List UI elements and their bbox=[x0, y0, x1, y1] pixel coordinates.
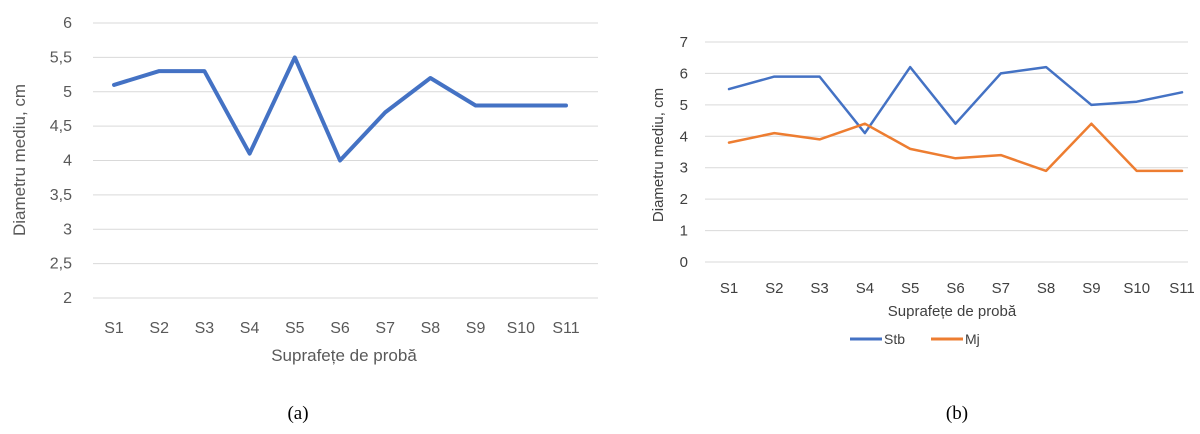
x-tick-label: S3 bbox=[810, 280, 828, 297]
x-tick-label: S7 bbox=[375, 320, 395, 337]
y-tick-label: 5 bbox=[63, 84, 72, 101]
chart-a: Diametru mediu, cm Suprafețe de probă (a… bbox=[10, 15, 598, 424]
x-tick-label: S2 bbox=[149, 320, 169, 337]
y-tick-label: 4 bbox=[63, 153, 72, 170]
x-tick-label: S6 bbox=[946, 280, 964, 297]
y-tick-label: 3 bbox=[63, 221, 72, 238]
chart-a-y-axis-title: Diametru mediu, cm bbox=[10, 84, 29, 236]
series-points bbox=[728, 123, 1183, 171]
x-tick-label: S8 bbox=[421, 320, 441, 337]
y-tick-labels: 2 2,5 3 3,5 4 4,5 5 5,5 6 bbox=[50, 15, 72, 307]
x-tick-label: S4 bbox=[856, 280, 874, 297]
y-tick-label: 7 bbox=[680, 34, 688, 51]
x-tick-label: S8 bbox=[1037, 280, 1055, 297]
series-line-stb bbox=[727, 65, 1184, 135]
y-tick-label: 0 bbox=[680, 254, 688, 271]
chart-gridlines bbox=[705, 41, 1188, 263]
x-tick-label: S3 bbox=[195, 320, 215, 337]
x-tick-label: S11 bbox=[1169, 280, 1195, 297]
x-tick-label: S1 bbox=[104, 320, 124, 337]
x-tick-label: S5 bbox=[901, 280, 919, 297]
series-line-mj bbox=[727, 122, 1184, 173]
chart-a-x-axis-title: Suprafețe de probă bbox=[271, 346, 417, 365]
chart-a-caption: (a) bbox=[287, 403, 308, 424]
y-tick-label: 3,5 bbox=[50, 187, 72, 204]
x-tick-label: S4 bbox=[240, 320, 260, 337]
chart-b: Diametru mediu, cm Suprafețe de probă St… bbox=[650, 34, 1195, 424]
y-tick-label: 2 bbox=[680, 191, 688, 208]
y-tick-label: 1 bbox=[680, 223, 688, 240]
chart-b-caption: (b) bbox=[946, 403, 968, 424]
y-tick-label: 5 bbox=[680, 97, 688, 114]
chart-b-y-axis-title: Diametru mediu, cm bbox=[650, 88, 667, 222]
y-tick-label: 6 bbox=[63, 15, 72, 32]
chart-b-legend: Stb Mj bbox=[850, 331, 980, 347]
x-tick-label: S6 bbox=[330, 320, 350, 337]
y-tick-label: 4,5 bbox=[50, 118, 72, 135]
series-line-main bbox=[112, 55, 568, 163]
y-tick-label: 6 bbox=[680, 65, 688, 82]
chart-gridlines bbox=[93, 22, 598, 299]
y-tick-label: 5,5 bbox=[50, 49, 72, 66]
x-tick-label: S9 bbox=[1082, 280, 1100, 297]
chart-b-x-axis-title: Suprafețe de probă bbox=[888, 303, 1017, 320]
x-tick-labels: S1 S2 S3 S4 S5 S6 S7 S8 S9 S10 S11 bbox=[720, 280, 1195, 297]
x-tick-label: S5 bbox=[285, 320, 305, 337]
x-tick-label: S2 bbox=[765, 280, 783, 297]
y-tick-label: 2 bbox=[63, 290, 72, 307]
x-tick-label: S10 bbox=[507, 320, 536, 337]
x-tick-label: S1 bbox=[720, 280, 738, 297]
y-tick-label: 4 bbox=[680, 128, 688, 145]
y-tick-labels: 0 1 2 3 4 5 6 7 bbox=[680, 34, 688, 271]
legend-label-mj: Mj bbox=[965, 331, 980, 347]
y-tick-label: 3 bbox=[680, 160, 688, 177]
series-points bbox=[113, 57, 567, 161]
legend-label-stb: Stb bbox=[884, 331, 905, 347]
x-tick-label: S7 bbox=[992, 280, 1010, 297]
x-tick-label: S9 bbox=[466, 320, 486, 337]
y-tick-label: 2,5 bbox=[50, 256, 72, 273]
x-tick-labels: S1 S2 S3 S4 S5 S6 S7 S8 S9 S10 S11 bbox=[104, 320, 580, 337]
series-points bbox=[728, 67, 1183, 134]
x-tick-label: S10 bbox=[1123, 280, 1150, 297]
x-tick-label: S11 bbox=[552, 320, 579, 337]
